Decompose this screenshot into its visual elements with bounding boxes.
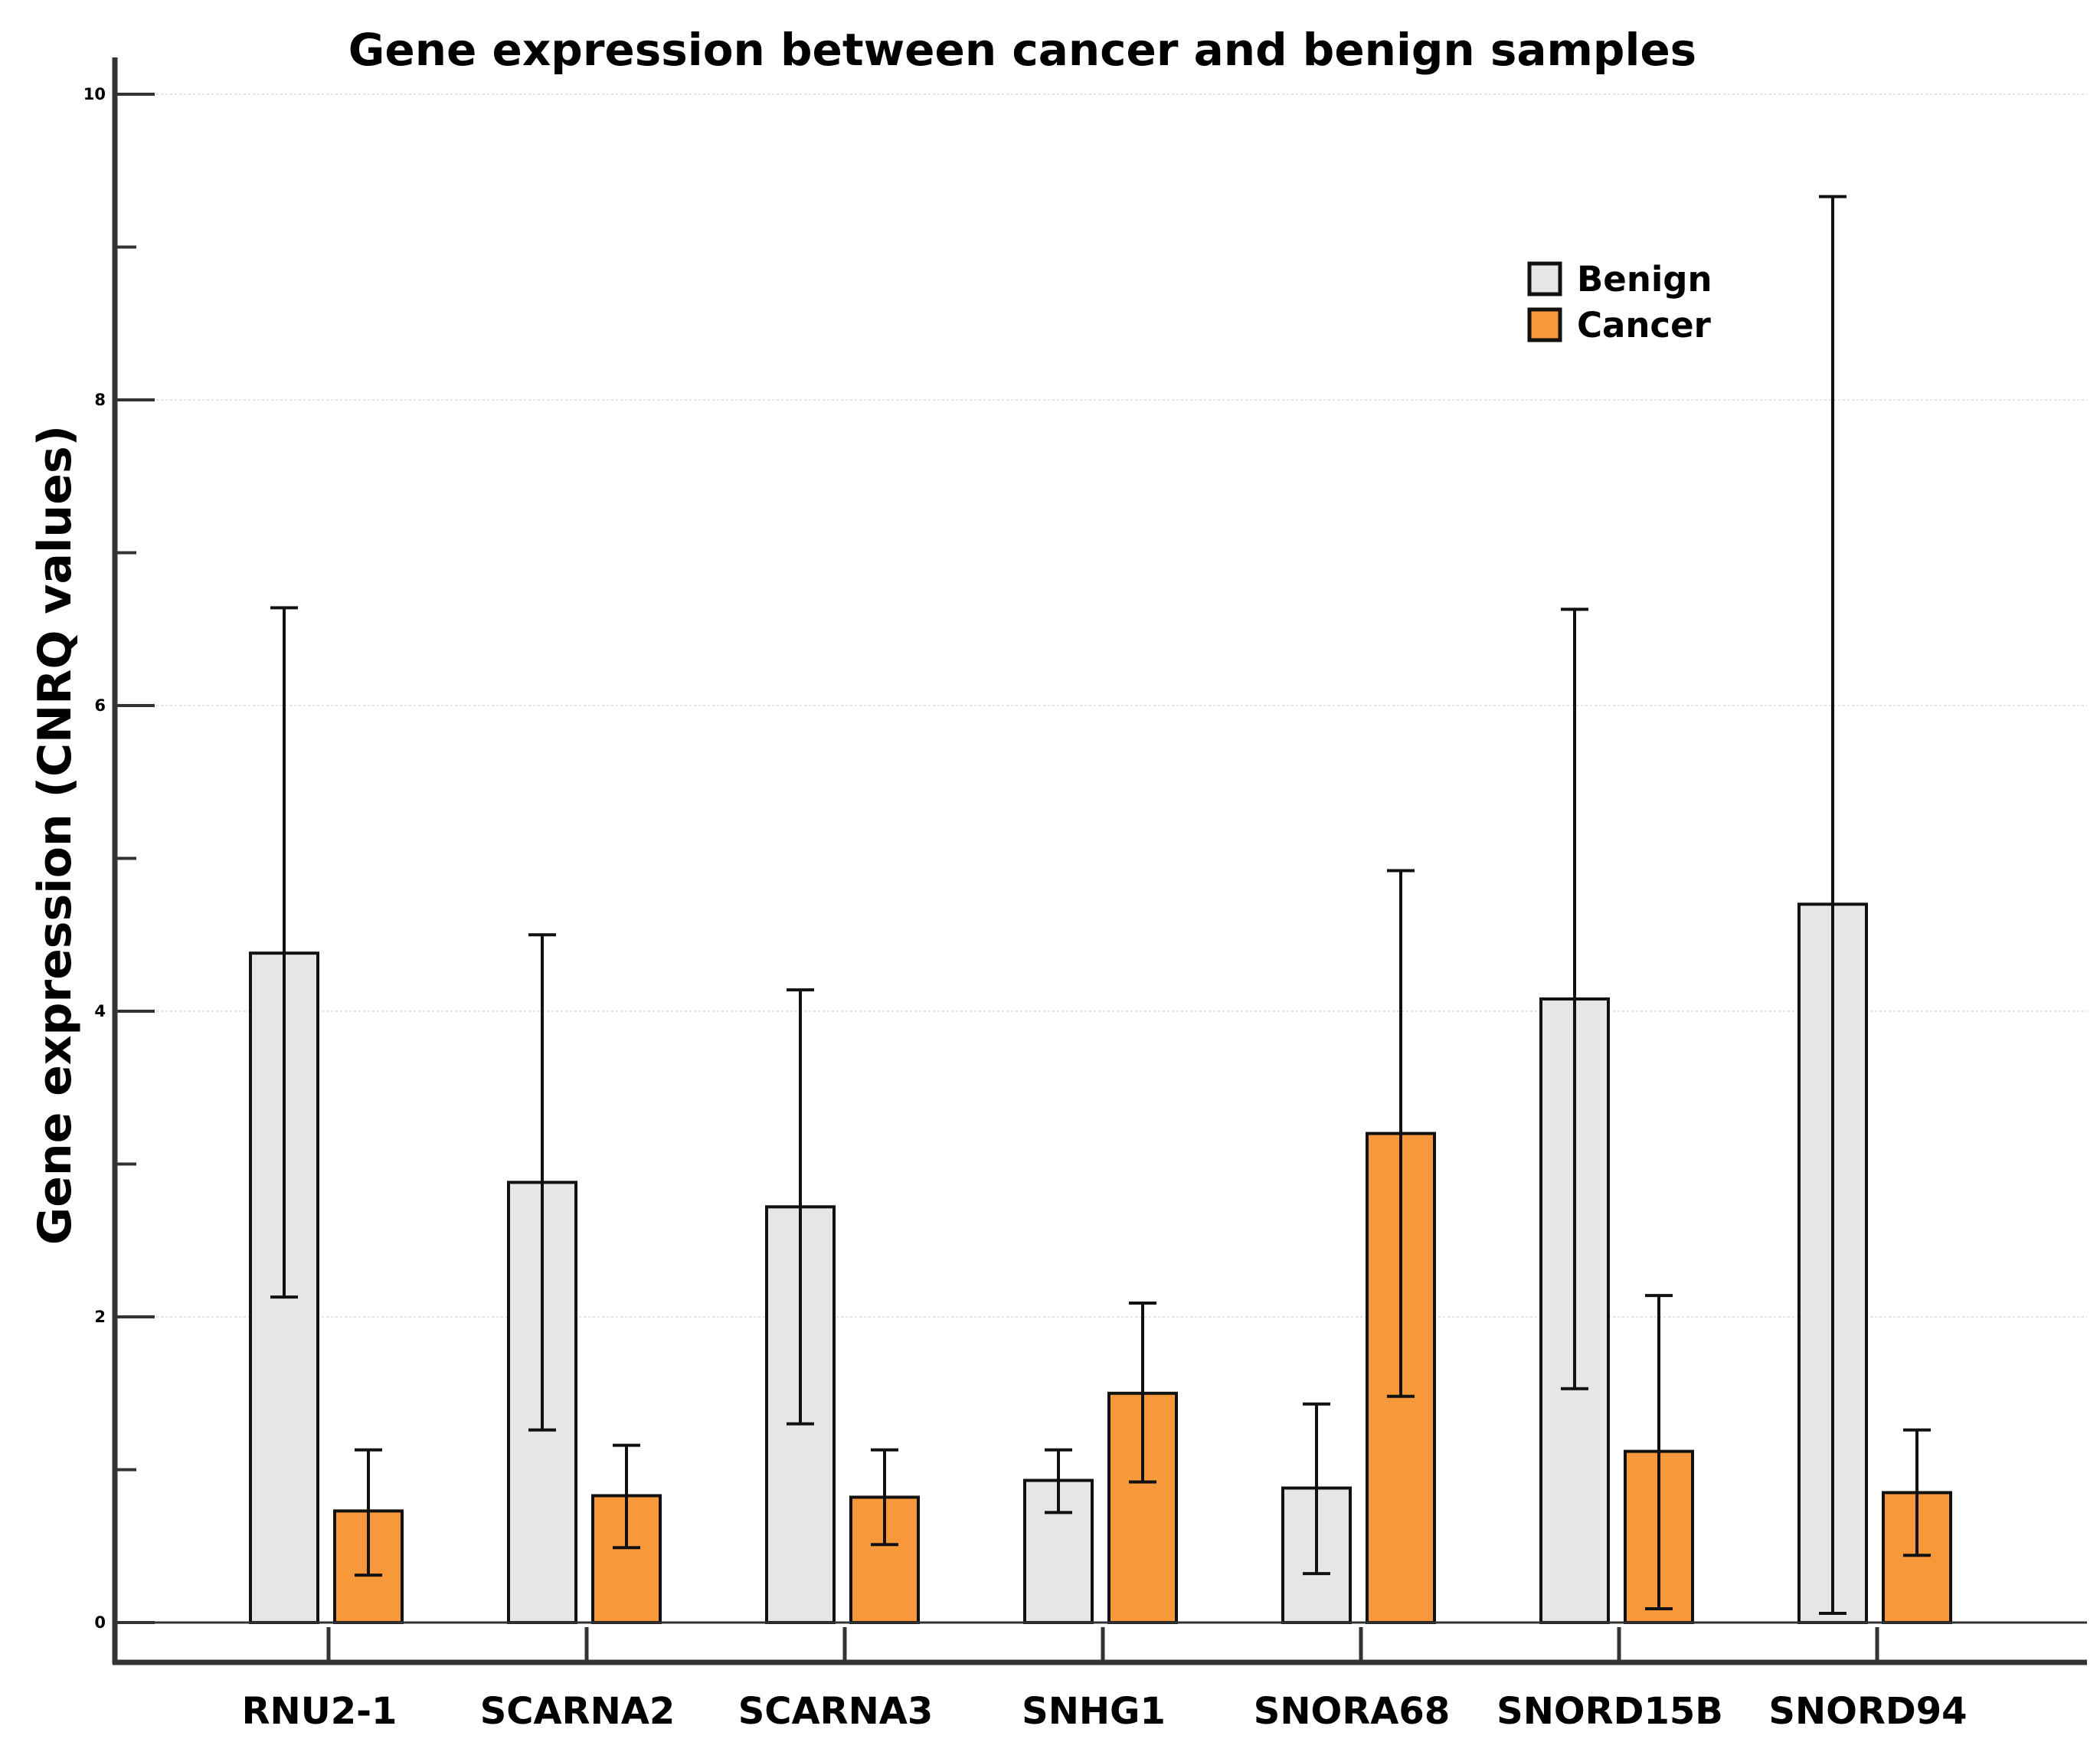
- legend-swatch: [1527, 307, 1562, 342]
- legend-swatch: [1527, 261, 1562, 296]
- x-tick-label: RNU2-1: [242, 1690, 397, 1733]
- x-tick-label: SNHG1: [1022, 1690, 1166, 1733]
- bar: [591, 1494, 662, 1625]
- y-axis-label: Gene expression (CNRQ values): [28, 425, 82, 1245]
- axes: 0 2 4 6 8 10 RNU2-1 SCARNA2 SCARNA3 SNHG1 SNORA68 S…: [83, 57, 2087, 1733]
- error-bars: [270, 195, 1931, 1616]
- x-tick-label: SNORD94: [1768, 1690, 1967, 1733]
- y-tick-label: 2: [94, 1308, 106, 1326]
- y-tick-label: 6: [94, 696, 106, 715]
- legend-label: Cancer: [1577, 305, 1712, 345]
- y-tick-label: 0: [94, 1613, 106, 1632]
- legend-label: Benign: [1577, 259, 1712, 300]
- y-tick-label: 10: [83, 85, 106, 103]
- chart-title: Gene expression between cancer and benig…: [348, 24, 1696, 76]
- y-tick-label: 8: [94, 391, 106, 409]
- legend: Benign Cancer: [1527, 259, 1712, 345]
- x-tick-label: SCARNA2: [480, 1690, 675, 1733]
- x-tick-label: SNORA68: [1254, 1690, 1450, 1733]
- y-tick-label: 4: [94, 1002, 106, 1020]
- x-tick-label: SNORD15B: [1496, 1690, 1723, 1733]
- x-tick-label: SCARNA3: [738, 1690, 934, 1733]
- gridlines: [115, 93, 2087, 1318]
